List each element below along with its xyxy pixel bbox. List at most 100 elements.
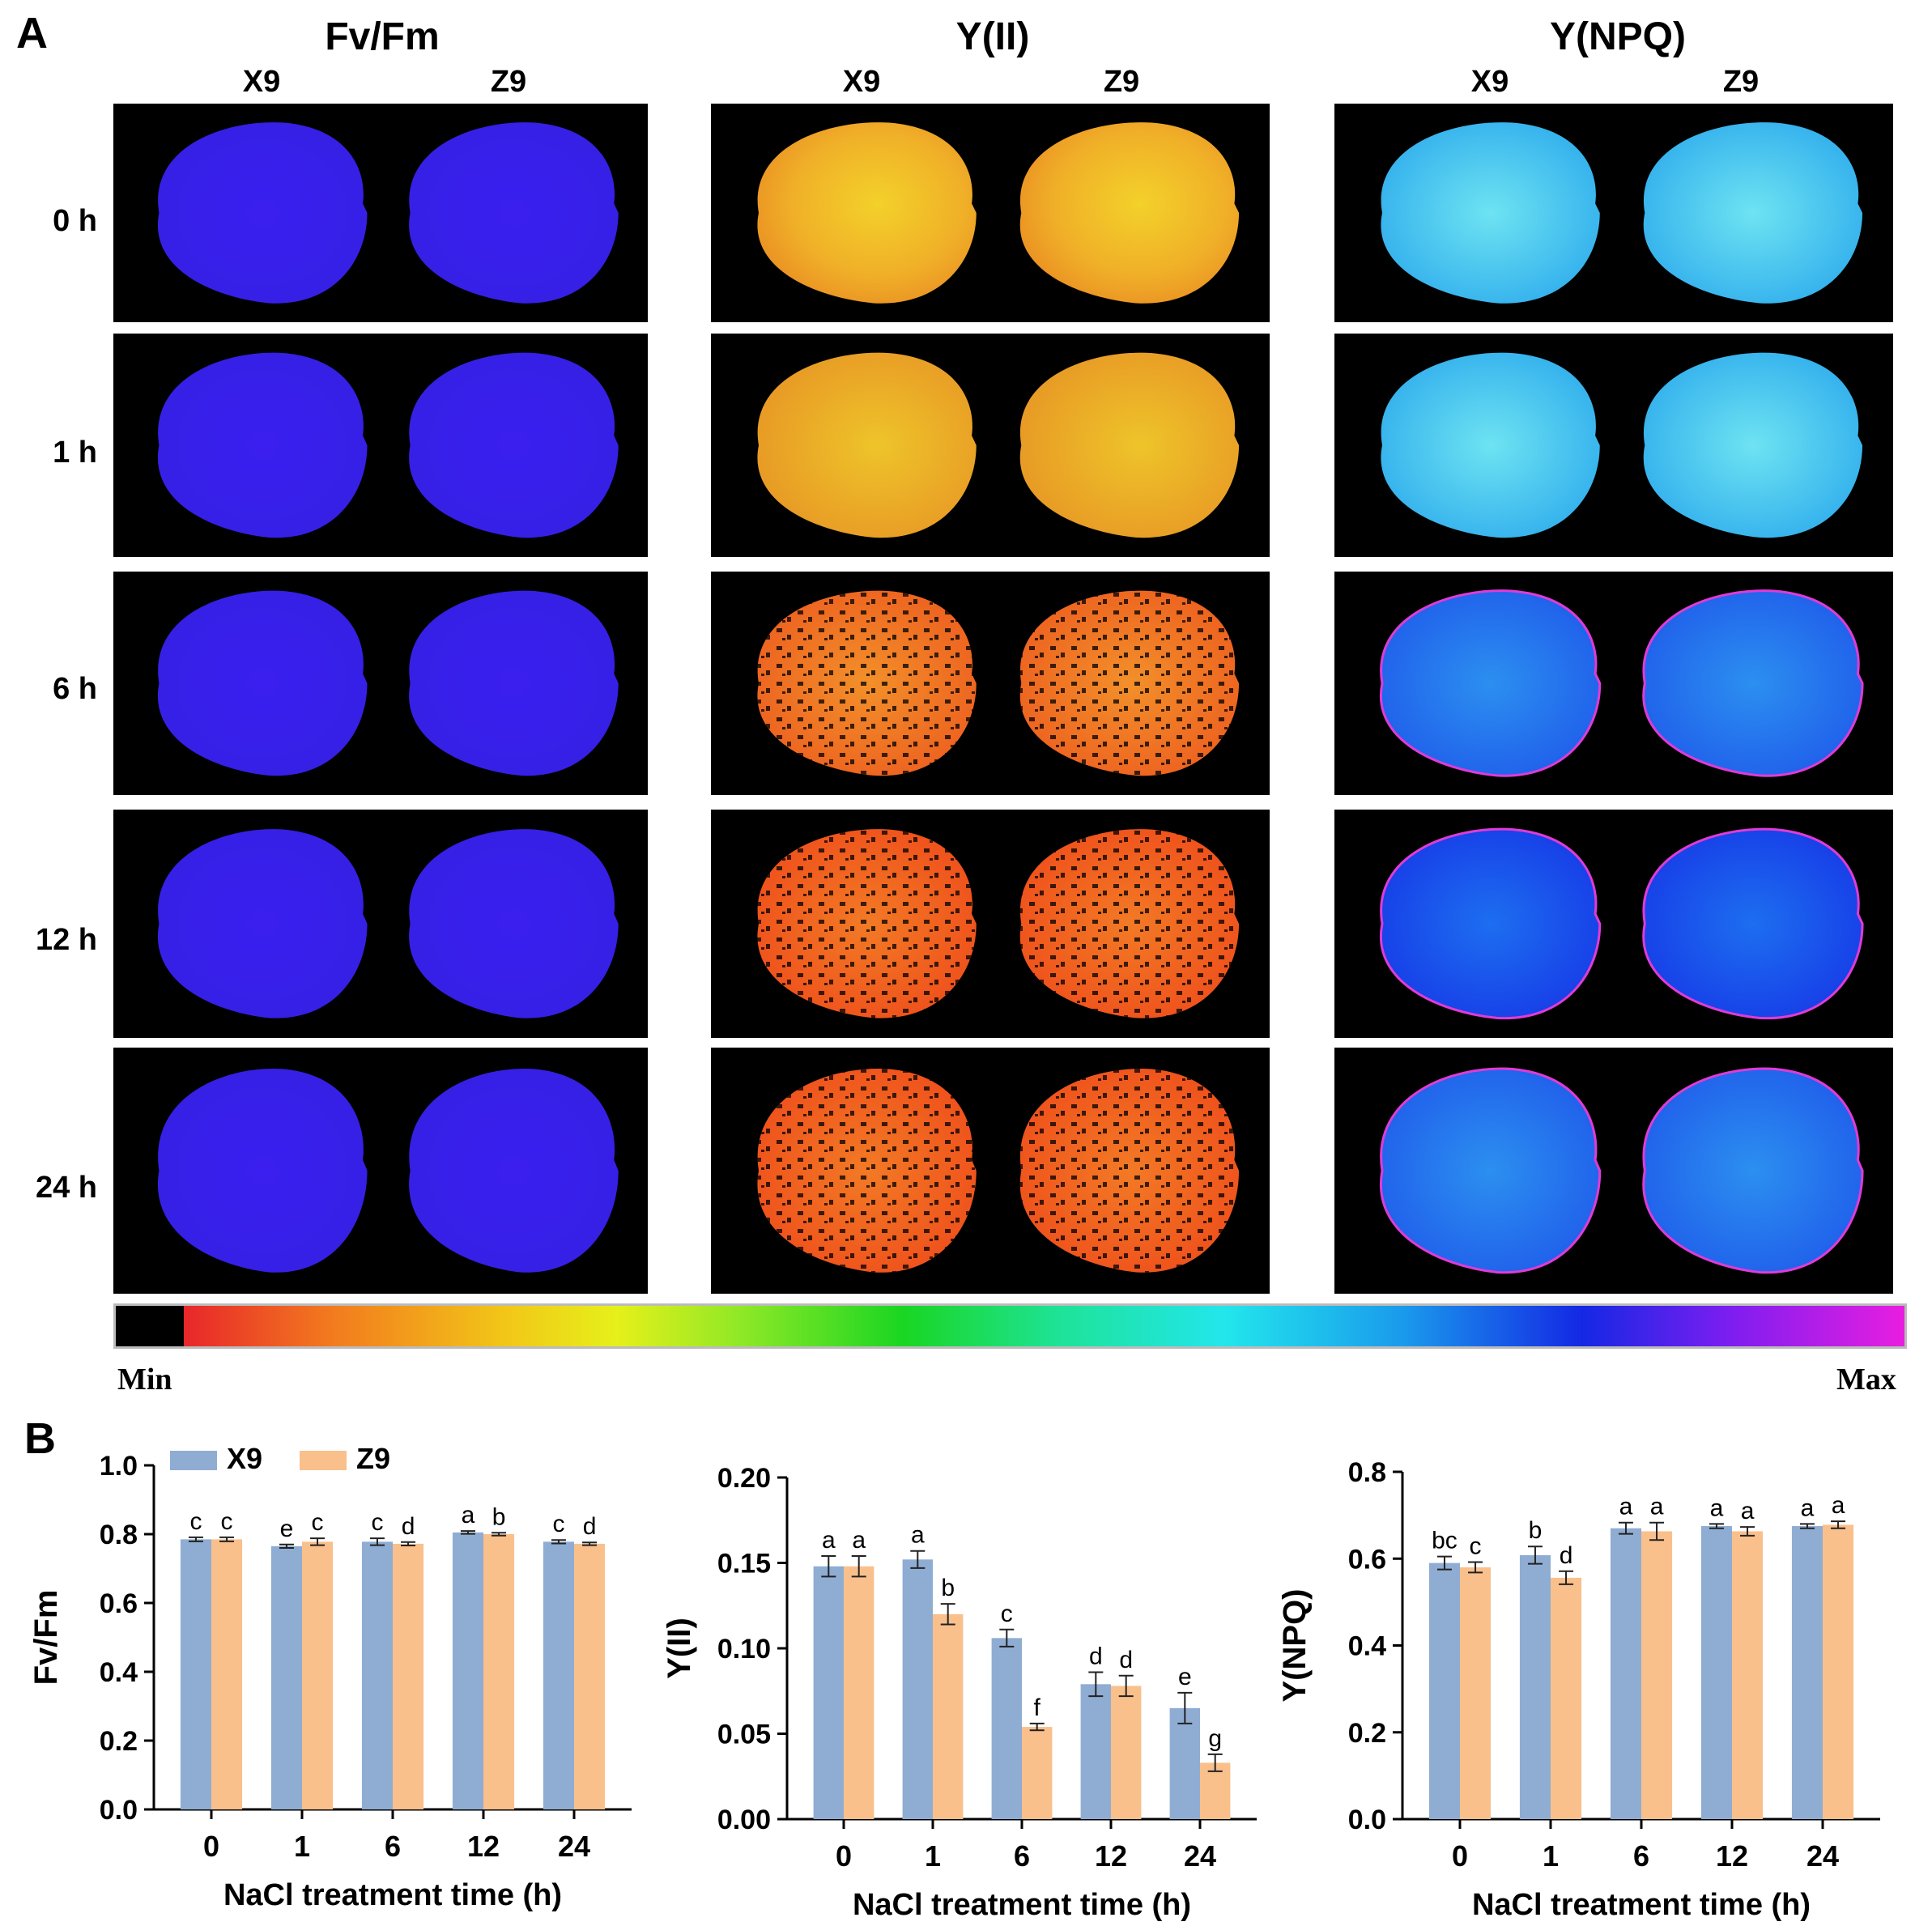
chart-yii: 0.00 0.05 0.10 0.15 0.20 Y(II) NaCl treatment … [662,1463,1257,1922]
leaf-shape [157,122,368,304]
y-tick-label: 0.4 [100,1657,138,1688]
x-tick-label: 24 [1184,1839,1216,1873]
bar-x9 [1700,1526,1732,1819]
bar-z9 [1641,1531,1673,1819]
significance-letter: c [371,1509,383,1536]
leaf-shape [409,352,619,538]
leaf-shape [157,352,368,538]
leaf-shape [1642,827,1864,1020]
significance-letter: a [1710,1494,1724,1521]
bar-z9 [211,1539,243,1809]
bar-z9 [1551,1577,1582,1819]
bar-x9 [543,1541,574,1809]
leaf-shape [1643,122,1863,304]
significance-letter: a [822,1527,836,1554]
leaf-shape [1019,352,1240,538]
significance-letter: d [402,1513,415,1540]
leaf-speckle [1019,829,1240,1018]
leaf-image-panel [711,572,1270,795]
leaf-image [157,590,619,776]
significance-letter: a [852,1527,866,1554]
chart-ynpq: 0.0 0.2 0.4 0.6 0.8 Y(NPQ) NaCl treatment time… [1277,1457,1880,1922]
y-tick-label: 0.8 [100,1520,138,1550]
leaf-speckle [757,829,977,1018]
column-title-yii: Y(II) [955,15,1030,58]
column-sub-x9-yii: X9 [842,65,881,99]
leaf-shape [157,1069,368,1273]
row-label-12h: 12 h [35,923,97,957]
y-tick-label: 0.05 [717,1720,771,1750]
panel-a-label: A [16,9,48,57]
y-tick-label: 0.10 [717,1634,771,1665]
bar-z9 [302,1541,334,1809]
x-tick-label: 6 [1014,1839,1030,1873]
colorbar-min-label: Min [117,1363,172,1397]
row-label-0h: 0 h [53,204,97,238]
colorbar-max-label: Max [1836,1363,1896,1397]
leaf-speckle [1019,1069,1240,1273]
row-label-1h: 1 h [53,436,97,470]
y-tick-label: 0.0 [100,1795,138,1826]
significance-letter: b [1529,1517,1543,1544]
bar-z9 [574,1543,606,1809]
leaf-shape [1643,352,1863,538]
significance-letter: a [911,1522,925,1549]
significance-letter: d [1119,1647,1133,1673]
bar-x9 [1169,1707,1200,1819]
leaf-shape [1379,827,1602,1020]
x-tick-label: 1 [1543,1839,1559,1873]
column-title-ynpq: Y(NPQ) [1550,15,1686,58]
row-label-24h: 24 h [35,1171,97,1205]
leaf-shape [1642,1067,1864,1274]
bar-x9 [813,1566,844,1819]
x-tick-label: 6 [385,1830,401,1863]
y-axis-label: Y(II) [662,1618,697,1679]
y-axis-label: Y(NPQ) [1277,1589,1313,1703]
bar-z9 [483,1534,515,1809]
y-tick-label: 0.6 [1348,1544,1386,1575]
leaf-shape [409,122,619,304]
significance-letter: c [552,1511,564,1537]
leaf-shape [409,829,619,1018]
x-tick-label: 12 [1095,1839,1127,1873]
panel-b-label: B [24,1414,56,1463]
bar-x9 [902,1559,933,1819]
x-tick-label: 0 [836,1839,852,1873]
chart-fvfm: 0.0 0.2 0.4 0.6 0.8 1.0 Fv/Fm NaCl treatment ti… [28,1442,632,1912]
leaf-shape [1381,122,1600,304]
significance-letter: b [941,1575,955,1601]
leaf-image [157,352,619,538]
leaf-speckle [757,590,977,776]
column-sub-z9-fvfm: Z9 [490,65,527,99]
y-tick-label: 0.2 [100,1726,138,1757]
y-tick-label: 0.20 [717,1463,771,1494]
leaf-image-panel [113,104,648,322]
significance-letter: c [312,1509,324,1536]
leaf-image-panel [711,810,1270,1038]
leaf-image [1379,827,1864,1020]
leaf-image [1379,1067,1864,1274]
leaf-image [1379,589,1864,777]
significance-letter: e [1178,1664,1192,1690]
bar-x9 [1080,1684,1111,1819]
bar-x9 [1519,1554,1551,1819]
leaf-image-panel [113,810,648,1038]
leaf-image [157,122,619,304]
significance-letter: c [189,1508,202,1535]
bar-z9 [844,1566,875,1819]
x-tick-label: 24 [1806,1839,1839,1873]
x-tick-label: 1 [925,1839,941,1873]
bar-z9 [1732,1531,1764,1819]
leaf-shape [157,590,368,776]
leaf-shape [757,352,977,538]
y-tick-label: 1.0 [100,1451,138,1482]
significance-letter: a [1619,1494,1633,1520]
column-sub-z9-ynpq: Z9 [1722,65,1760,99]
column-sub-x9-ynpq: X9 [1470,65,1509,99]
x-axis-label: NaCl treatment time (h) [223,1878,562,1912]
legend-label-z9: Z9 [356,1442,390,1475]
y-tick-label: 0.2 [1348,1718,1386,1749]
leaf-image [757,1069,1240,1273]
y-tick-label: 0.15 [717,1549,771,1579]
leaf-image-panel [113,572,648,795]
